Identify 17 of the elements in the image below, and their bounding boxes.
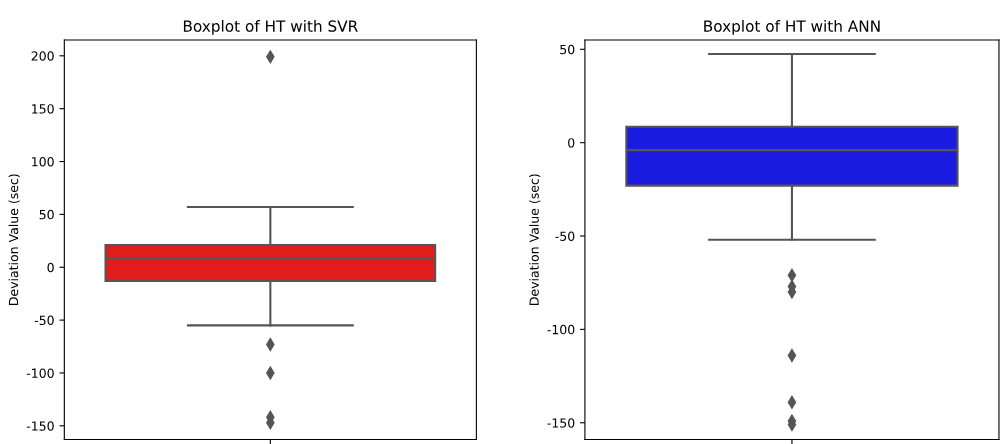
y-tick-label: -50 [34, 315, 54, 326]
y-tick-label: 0 [568, 138, 575, 148]
y-tick-label: 50 [560, 44, 575, 55]
y-tick-label: 0 [47, 262, 54, 273]
y-tick-label: -100 [26, 368, 54, 378]
y-axis-title: Deviation Value (sec) [8, 174, 20, 305]
y-tick-label: -100 [547, 324, 575, 335]
y-tick-label: -50 [555, 231, 575, 241]
chart-title: Boxplot of HT with ANN [704, 20, 880, 35]
y-tick-label: 150 [32, 104, 54, 114]
y-tick-label: 200 [31, 51, 54, 61]
y-tick-label: 100 [32, 157, 54, 167]
y-tick-label: -150 [547, 418, 575, 428]
y-tick-label: -150 [26, 421, 54, 431]
y-tick-label: 50 [39, 209, 54, 220]
y-axis-title: Deviation Value (sec) [529, 174, 541, 305]
chart-title: Boxplot of HT with SVR [183, 20, 358, 35]
